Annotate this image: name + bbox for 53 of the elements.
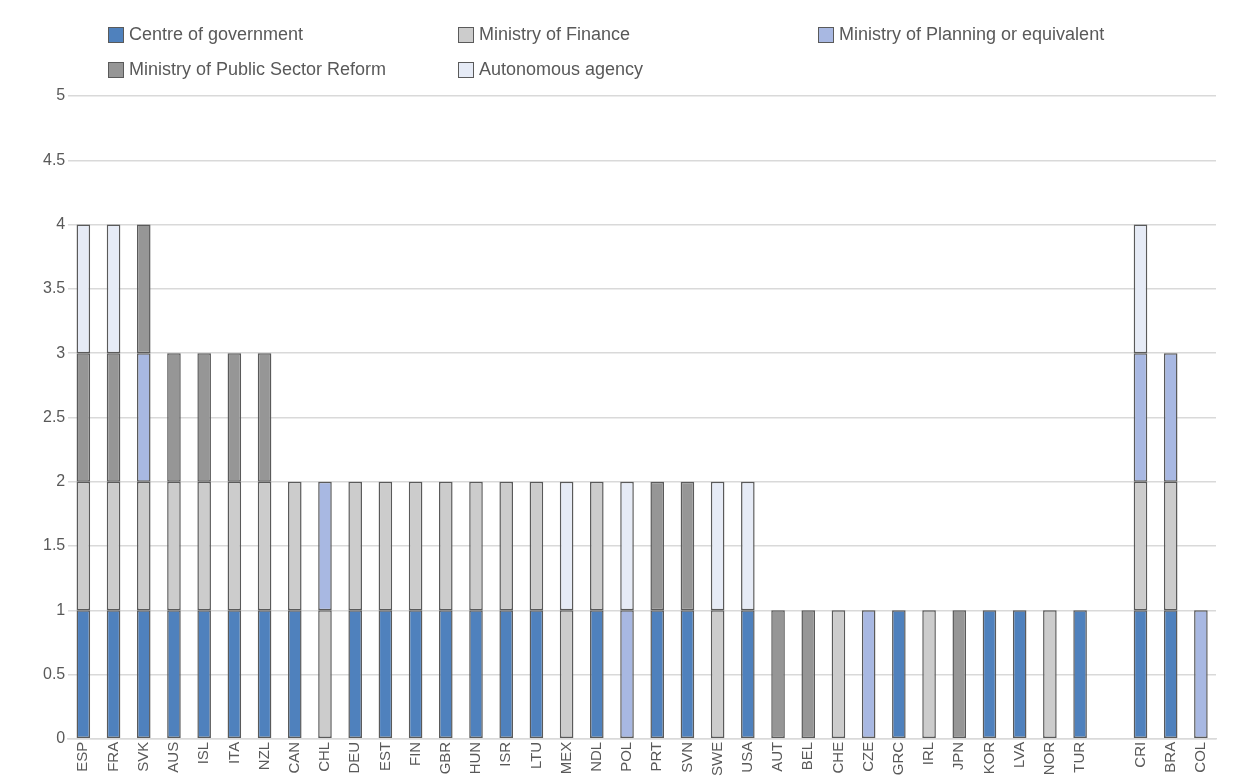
y-tick-label: 3.5 — [42, 279, 66, 297]
y-tick-label: 0.5 — [42, 664, 66, 682]
x-tick-label: SVK — [133, 741, 151, 772]
x-tick-label: IRL — [919, 741, 937, 766]
x-tick-label: CZE — [858, 741, 876, 772]
x-tick-label: USA — [737, 741, 755, 773]
x-tick-label: KOR — [979, 741, 997, 775]
x-tick-label: GRC — [889, 741, 906, 776]
y-tick-label: 2.5 — [42, 407, 66, 425]
x-tick-label: TUR — [1070, 741, 1088, 773]
x-tick-label: HUN — [466, 741, 484, 775]
x-tick-label: NZL — [254, 741, 272, 771]
x-tick-label: SVN — [677, 741, 695, 773]
y-tick-label: 4 — [56, 214, 66, 232]
legend-label: Ministry of Planning or equivalent — [839, 24, 1105, 45]
y-tick-label: 2 — [56, 472, 66, 490]
y-tick-label: 5 — [56, 86, 66, 104]
x-tick-label: AUS — [164, 741, 182, 773]
x-tick-label: MEX — [556, 741, 574, 775]
legend-label: Centre of government — [129, 24, 304, 45]
x-tick-label: JPN — [949, 741, 967, 771]
x-tick-label: NOR — [1040, 741, 1058, 776]
x-tick-label: SWE — [707, 741, 725, 776]
x-tick-label: LTU — [526, 741, 544, 770]
x-tick-label: ITA — [224, 741, 242, 765]
x-tick-label: BRA — [1160, 741, 1178, 773]
x-tick-label: NDL — [586, 741, 604, 772]
y-tick-label: 0 — [56, 729, 66, 747]
legend-label: Autonomous agency — [479, 59, 644, 80]
x-tick-label: DEU — [345, 741, 363, 774]
x-tick-label: LVA — [1009, 741, 1027, 768]
y-tick-label: 1 — [56, 600, 66, 618]
x-tick-label: CHL — [315, 741, 333, 772]
x-tick-label: PRT — [647, 741, 665, 772]
x-tick-label: BEL — [798, 741, 816, 771]
x-tick-label: CHE — [828, 741, 846, 774]
x-tick-label: EST — [375, 741, 393, 772]
x-tick-label: ISL — [194, 741, 212, 765]
x-tick-label: POL — [617, 741, 635, 772]
x-tick-label: AUT — [768, 741, 786, 772]
x-tick-label: ISR — [496, 741, 514, 767]
legend-label: Ministry of Public Sector Reform — [129, 59, 387, 80]
y-tick-label: 3 — [56, 343, 66, 361]
legend-label: Ministry of Finance — [479, 24, 631, 45]
x-tick-label: FRA — [103, 741, 121, 772]
y-tick-label: 4.5 — [42, 150, 66, 168]
x-tick-label: ESP — [73, 741, 91, 772]
x-tick-label: GBR — [435, 741, 453, 775]
x-tick-label: CRI — [1130, 741, 1148, 768]
x-tick-label: CAN — [284, 741, 302, 774]
y-tick-label: 1.5 — [42, 536, 66, 554]
x-tick-label: COL — [1191, 741, 1209, 773]
x-tick-label: FIN — [405, 741, 423, 766]
